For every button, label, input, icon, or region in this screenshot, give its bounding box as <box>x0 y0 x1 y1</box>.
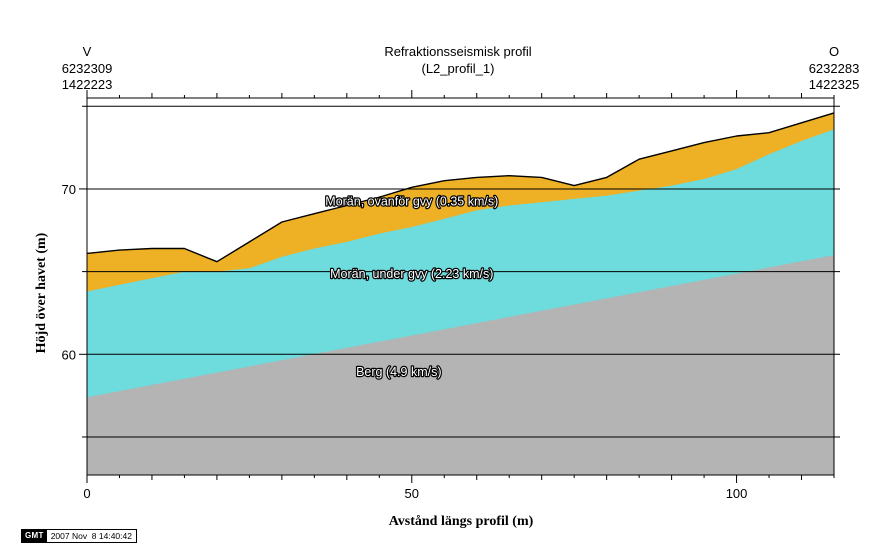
layer-areas <box>86 112 835 476</box>
layer-label-1: Morän, ovanför gvy (0.35 km/s) <box>325 194 498 208</box>
y-axis-title: Höjd över havet (m) <box>34 232 49 353</box>
axis-ticks <box>79 90 835 483</box>
right-end-label: O <box>829 44 839 59</box>
grid-lines <box>87 105 840 438</box>
axis-tick-labels: 0 50 100 60 70 <box>62 182 748 501</box>
layer-label-2: Morän, under gvy (2.23 km/s) <box>330 267 493 281</box>
layer-labels: Morän, ovanför gvy (0.35 km/s) Morän, und… <box>324 193 499 380</box>
left-end-coord-e: 1422223 <box>62 77 113 92</box>
layer-label-3: Berg (4.9 km/s) <box>356 365 441 379</box>
y-tick-label: 70 <box>62 182 76 197</box>
timestamp: 2007 Nov 8 14:40:42 <box>50 531 132 541</box>
x-tick-label: 0 <box>83 486 90 501</box>
right-end-coord-e: 1422325 <box>809 77 860 92</box>
x-axis-title: Avstånd längs profil (m) <box>389 514 534 529</box>
left-end-coord-n: 6232309 <box>62 61 113 76</box>
ground-surface-line <box>86 112 835 263</box>
gmt-timestamp-stamp: GMT 2007 Nov 8 14:40:42 <box>21 529 137 543</box>
chart-subtitle: (L2_profil_1) <box>422 61 495 76</box>
bedrock-area <box>87 255 834 475</box>
x-tick-label: 100 <box>726 486 748 501</box>
x-tick-label: 50 <box>405 486 419 501</box>
chart-title: Refraktionsseismisk profil <box>384 44 531 59</box>
plot-frame <box>86 97 835 476</box>
right-end-coord-n: 6232283 <box>809 61 860 76</box>
gmt-logo: GMT <box>22 530 47 542</box>
y-tick-label: 60 <box>62 347 76 362</box>
left-end-label: V <box>83 44 92 59</box>
